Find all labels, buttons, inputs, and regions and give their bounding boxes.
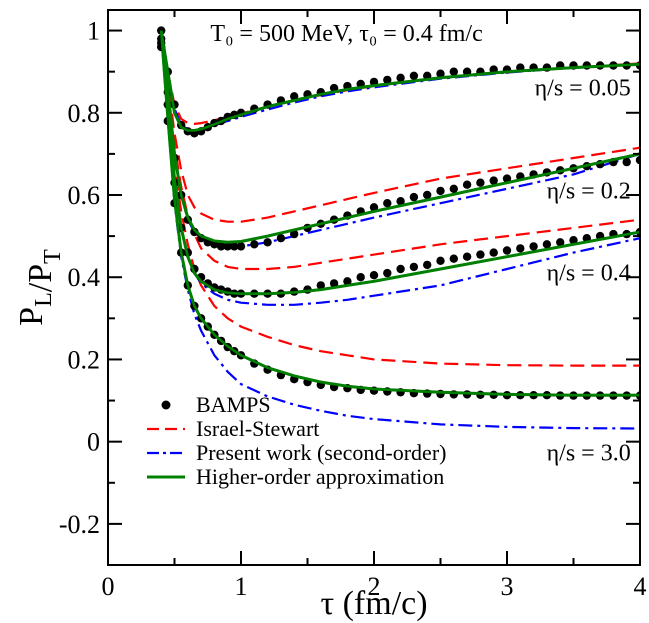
bamps-point — [369, 203, 379, 212]
series-1-line-3 — [160, 30, 640, 367]
bamps-point — [489, 176, 498, 185]
bamps-point — [190, 227, 199, 237]
y-axis-label: PL/PT — [13, 249, 66, 326]
bamps-point — [383, 199, 392, 208]
series-3-line-1 — [159, 30, 640, 244]
bamps-point — [383, 75, 392, 85]
x-tick-label: 2 — [368, 572, 381, 601]
bamps-point — [369, 271, 379, 280]
bamps-point — [449, 254, 458, 263]
bamps-point — [290, 92, 299, 101]
bamps-point — [383, 268, 392, 278]
bamps-point — [476, 250, 485, 259]
y-axis-label-group: PL/PT — [13, 249, 66, 326]
eta-s-label: η/s = 0.2 — [547, 178, 631, 204]
x-tick-label: 0 — [102, 572, 115, 601]
bamps-point — [635, 155, 640, 165]
bamps-point — [529, 242, 538, 251]
bamps-point — [542, 240, 552, 249]
bamps-point — [462, 67, 472, 76]
bamps-point — [276, 234, 286, 243]
series-2-line-1 — [160, 30, 640, 248]
x-axis-label: τ (fm/c) — [320, 585, 427, 622]
x-tick-label: 3 — [501, 572, 514, 601]
bamps-point — [436, 256, 445, 265]
bamps-point — [396, 197, 405, 206]
bamps-point — [423, 260, 432, 270]
y-tick-label: 1 — [87, 17, 100, 46]
legend-label: Israel-Stewart — [196, 416, 319, 441]
bamps-point — [409, 262, 419, 272]
eta-s-label: η/s = 0.05 — [535, 76, 631, 102]
eta-s-label: η/s = 0.4 — [547, 261, 631, 287]
y-tick-label: 0.6 — [68, 181, 101, 210]
bamps-point — [489, 248, 498, 257]
y-tick-label: -0.2 — [59, 510, 100, 539]
series-3-line-2 — [159, 30, 640, 296]
bamps-point — [409, 71, 419, 81]
higher-order-line-overlay-0 — [159, 30, 640, 132]
bamps-point — [236, 242, 246, 251]
eta-s-label: η/s = 3.0 — [547, 441, 631, 467]
bamps-point — [263, 238, 272, 247]
bamps-point — [290, 229, 299, 239]
bamps-point — [409, 192, 419, 202]
y-tick-label: 0.4 — [68, 263, 101, 292]
legend-label: Present work (second-order) — [196, 440, 446, 465]
bamps-point — [449, 67, 458, 76]
x-tick-label: 1 — [235, 572, 248, 601]
x-tick-label: 4 — [634, 572, 647, 601]
bamps-point — [622, 157, 631, 167]
y-tick-label: 0.8 — [68, 99, 101, 128]
legend-label: BAMPS — [196, 392, 271, 417]
y-tick-label: 0 — [87, 428, 100, 457]
plot-content — [157, 26, 640, 430]
higher-order-line-overlay-3 — [159, 30, 640, 397]
higher-order-line-overlay-1 — [159, 30, 640, 244]
bamps-point — [569, 236, 578, 245]
bamps-point — [316, 281, 325, 290]
bamps-point — [476, 178, 485, 187]
bamps-point — [396, 264, 405, 274]
annotations: T₀ = 500 MeV, τ₀ = 0.4 fm/c η/s = 0.05 η/s… — [210, 21, 630, 467]
bamps-point — [230, 242, 239, 251]
series-1-line-1 — [160, 30, 640, 223]
bamps-point — [502, 174, 512, 183]
bamps-point — [396, 73, 405, 83]
bamps-point — [329, 279, 339, 288]
y-tick-label: 0.2 — [68, 345, 101, 374]
bamps-point — [223, 242, 232, 251]
bamps-point — [423, 190, 432, 200]
bamps-point — [343, 277, 352, 286]
axis-ticks: 0 1 2 3 4 -0.2 0 0.2 0.4 0.6 0.8 1 — [59, 10, 647, 601]
bamps-point — [250, 240, 259, 249]
bamps-point — [462, 252, 472, 261]
bamps-point — [436, 186, 445, 196]
higher-order-line-overlay-2 — [159, 30, 640, 295]
bamps-point — [216, 242, 226, 251]
bamps-point — [556, 238, 565, 247]
bamps-point — [462, 180, 472, 189]
bamps-point — [516, 244, 525, 253]
legend-marker-bamps — [161, 400, 171, 410]
legend-label: Higher-order approximation — [196, 464, 444, 489]
parameters-annotation: T₀ = 500 MeV, τ₀ = 0.4 fm/c — [210, 21, 482, 47]
series-1-line-2 — [160, 30, 640, 271]
bamps-point — [436, 69, 445, 78]
bamps-point — [356, 273, 365, 282]
bamps-point — [369, 77, 379, 87]
bamps-point — [502, 246, 512, 255]
bamps-point — [449, 184, 458, 193]
